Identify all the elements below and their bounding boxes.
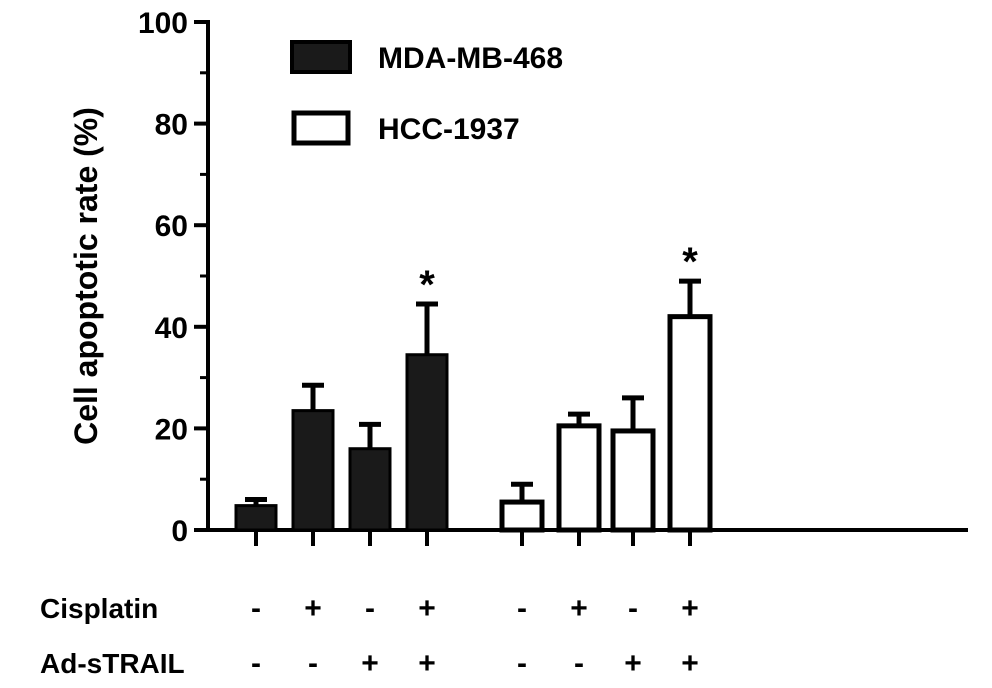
legend-swatch-hcc-1937 [291, 110, 351, 146]
condition-label-ad-strail: Ad-sTRAIL [40, 648, 185, 679]
bar-hcc-2 [556, 423, 602, 533]
condition-table: Cisplatin - + - + - + - + Ad-sTRAIL - - + + - - + + [40, 592, 699, 680]
y-tick-label-0: 0 [171, 515, 188, 548]
bar-hcc-1 [499, 499, 545, 533]
y-axis-label: Cell apoptotic rate (%) [68, 107, 104, 445]
y-tick-label-100: 100 [138, 7, 188, 40]
y-tick-label-40: 40 [155, 312, 188, 345]
condition-ad-strail-4: + [418, 647, 436, 680]
condition-ad-strail-3: + [361, 647, 379, 680]
bar-mda-2 [291, 409, 335, 532]
y-tick-label-80: 80 [155, 109, 188, 142]
condition-ad-strail-1: - [251, 647, 261, 680]
condition-cisplatin-4: + [418, 592, 436, 625]
bar-mda-4 [405, 353, 449, 532]
condition-ad-strail-2: - [308, 647, 318, 680]
bar-hcc-3 [610, 428, 656, 533]
bar-hcc-4 [667, 314, 713, 533]
condition-ad-strail-6: - [574, 647, 584, 680]
condition-cisplatin-6: + [570, 592, 588, 625]
chart-bars: ** [234, 240, 713, 546]
significance-star-hcc-4: * [682, 240, 698, 284]
chart-legend: MDA-MB-468 HCC-1937 [290, 40, 563, 146]
condition-ad-strail-8: + [681, 647, 699, 680]
y-tick-label-60: 60 [155, 210, 188, 243]
condition-cisplatin-3: - [365, 592, 375, 625]
condition-ad-strail-7: + [624, 647, 642, 680]
bar-mda-1 [234, 504, 278, 532]
condition-cisplatin-8: + [681, 592, 699, 625]
condition-cisplatin-7: - [628, 592, 638, 625]
condition-cisplatin-2: + [304, 592, 322, 625]
significance-star-mda-4: * [419, 263, 435, 307]
y-tick-label-20: 20 [155, 413, 188, 446]
condition-label-cisplatin: Cisplatin [40, 593, 158, 624]
legend-label-mda-mb-468: MDA-MB-468 [378, 42, 563, 75]
legend-label-hcc-1937: HCC-1937 [378, 113, 520, 146]
condition-cisplatin-1: - [251, 592, 261, 625]
bar-mda-3 [348, 447, 392, 532]
condition-cisplatin-5: - [517, 592, 527, 625]
legend-swatch-mda-mb-468 [290, 40, 352, 74]
condition-ad-strail-5: - [517, 647, 527, 680]
chart-axes: 0 20 40 60 80 100 [138, 7, 968, 548]
